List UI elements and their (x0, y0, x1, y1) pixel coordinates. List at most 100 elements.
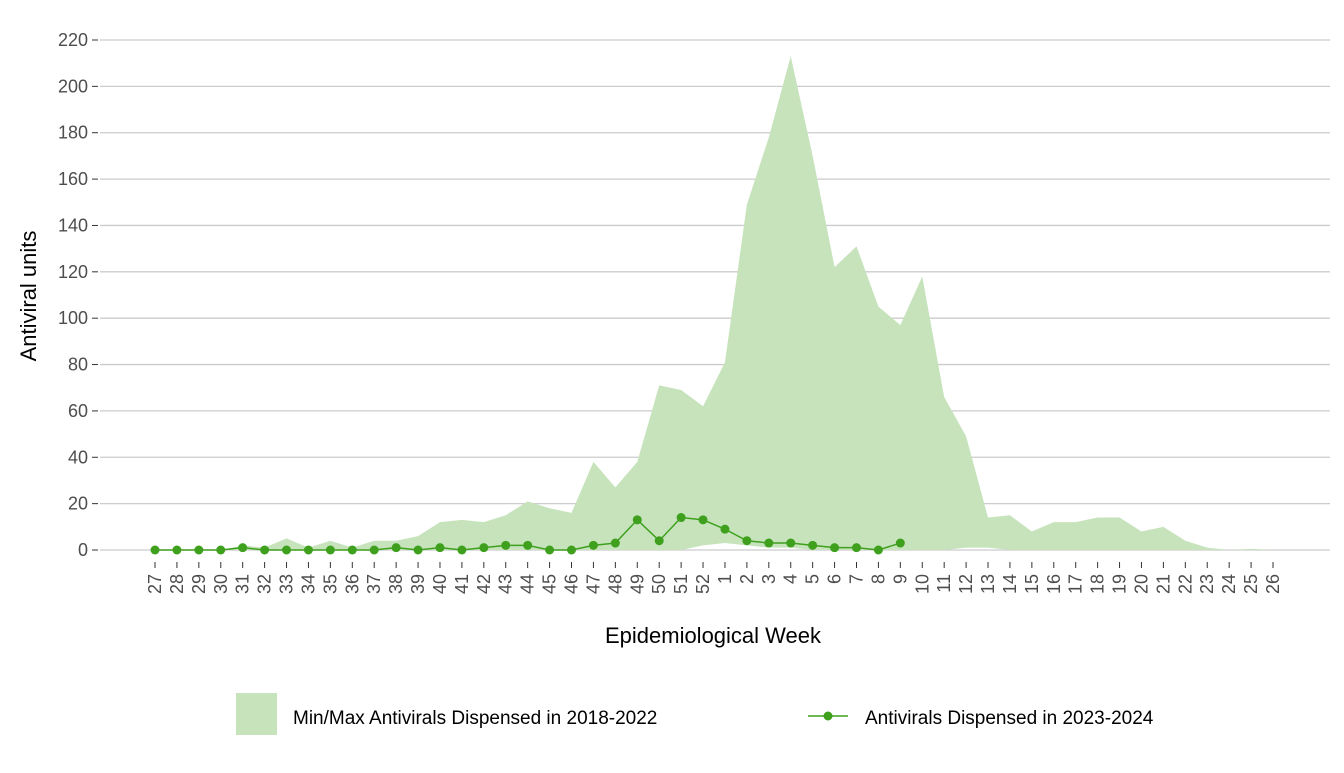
x-tick-label: 17 (1066, 574, 1086, 594)
y-tick-label: 80 (68, 355, 88, 375)
legend-label: Min/Max Antivirals Dispensed in 2018-202… (293, 708, 657, 729)
band-area (155, 56, 1273, 551)
y-axis-title: Antiviral units (16, 231, 41, 362)
point (238, 543, 248, 553)
x-tick-label: 39 (408, 574, 428, 594)
x-tick-label: 41 (452, 574, 472, 594)
x-tick-label: 35 (320, 574, 340, 594)
x-tick-label: 40 (430, 574, 450, 594)
y-tick-label: 120 (58, 262, 88, 282)
x-axis-title: Epidemiological Week (605, 623, 822, 648)
x-tick-label: 27 (145, 574, 165, 594)
x-tick-label: 19 (1110, 574, 1130, 594)
x-tick-label: 30 (211, 574, 231, 594)
x-tick-label: 5 (803, 574, 823, 584)
x-tick-label: 31 (233, 574, 253, 594)
point (742, 536, 752, 546)
point (479, 543, 489, 553)
x-tick-label: 38 (386, 574, 406, 594)
y-tick-label: 220 (58, 30, 88, 50)
point (698, 515, 708, 525)
x-tick-label: 23 (1197, 574, 1217, 594)
point (457, 545, 467, 555)
x-tick-label: 45 (540, 574, 560, 594)
legend-key (236, 693, 277, 735)
x-tick-label: 48 (605, 574, 625, 594)
point (347, 545, 357, 555)
point (194, 545, 204, 555)
y-tick-label: 200 (58, 76, 88, 96)
y-tick-label: 20 (68, 494, 88, 514)
point (610, 538, 620, 548)
point (786, 538, 796, 548)
point (545, 545, 555, 555)
point (567, 545, 577, 555)
x-tick-label: 18 (1088, 574, 1108, 594)
x-tick-label: 29 (189, 574, 209, 594)
point (851, 543, 861, 553)
y-tick-label: 180 (58, 123, 88, 143)
x-tick-label: 44 (518, 574, 538, 594)
x-tick-label: 12 (956, 574, 976, 594)
point (216, 545, 226, 555)
x-tick-label: 4 (781, 574, 801, 584)
x-tick-label: 10 (912, 574, 932, 594)
point (413, 545, 423, 555)
point (501, 540, 511, 550)
point (260, 545, 270, 555)
x-tick-label: 11 (934, 574, 954, 593)
point (895, 538, 905, 548)
x-tick-label: 43 (496, 574, 516, 594)
x-tick-label: 50 (649, 574, 669, 594)
point (150, 545, 160, 555)
x-tick-label: 28 (167, 574, 187, 594)
point (654, 536, 664, 546)
x-tick-label: 21 (1153, 574, 1173, 594)
y-tick-label: 100 (58, 308, 88, 328)
x-tick-label: 3 (759, 574, 779, 584)
x-tick-label: 14 (1000, 574, 1020, 594)
x-tick-label: 52 (693, 574, 713, 594)
point (391, 543, 401, 553)
point (873, 545, 883, 555)
point (588, 540, 598, 550)
x-tick-label: 37 (364, 574, 384, 594)
x-tick-label: 47 (583, 574, 603, 594)
point (808, 540, 818, 550)
x-tick-label: 25 (1241, 574, 1261, 594)
point (435, 543, 445, 553)
x-tick-label: 20 (1131, 574, 1151, 594)
x-tick-label: 15 (1022, 574, 1042, 594)
point (172, 545, 182, 555)
point (303, 545, 313, 555)
y-tick-label: 40 (68, 447, 88, 467)
x-tick-label: 1 (715, 574, 735, 584)
x-tick-label: 49 (627, 574, 647, 594)
x-tick-label: 36 (342, 574, 362, 594)
x-tick-label: 42 (474, 574, 494, 594)
point (720, 524, 730, 534)
x-tick-label: 32 (255, 574, 275, 594)
x-tick-label: 8 (868, 574, 888, 584)
x-tick-label: 22 (1175, 574, 1195, 594)
point (764, 538, 774, 548)
x-tick-label: 16 (1044, 574, 1064, 594)
x-tick-label: 9 (890, 574, 910, 584)
point (830, 543, 840, 553)
x-tick-label: 34 (298, 574, 318, 594)
legend-label: Antivirals Dispensed in 2023-2024 (865, 708, 1154, 729)
x-tick-label: 7 (846, 574, 866, 584)
x-tick-label: 13 (978, 574, 998, 594)
x-tick-label: 24 (1219, 574, 1239, 594)
point (369, 545, 379, 555)
x-tick-label: 46 (562, 574, 582, 594)
point (282, 545, 292, 555)
point (523, 540, 533, 550)
legend-key-point (823, 711, 833, 721)
point (325, 545, 335, 555)
point (676, 513, 686, 523)
x-tick-label: 2 (737, 574, 757, 584)
y-tick-label: 140 (58, 215, 88, 235)
x-tick-label: 51 (671, 574, 691, 594)
